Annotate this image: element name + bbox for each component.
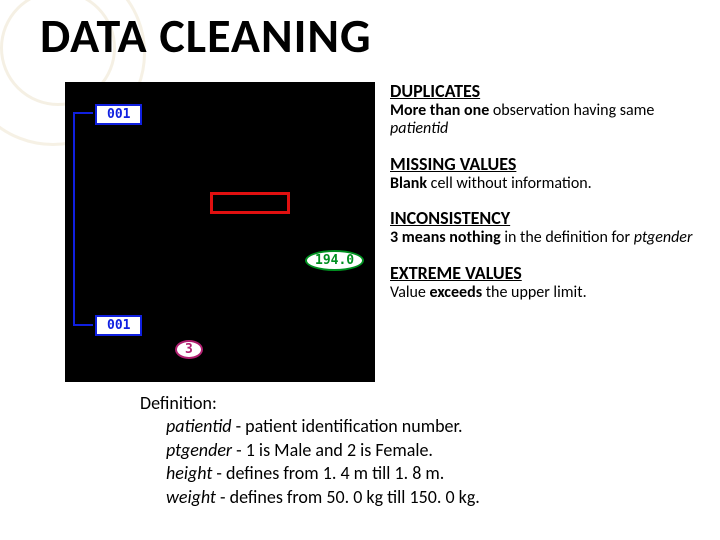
duplicate-id-top: 001	[95, 104, 142, 125]
inconsistent-value-highlight: 3	[175, 340, 203, 359]
inconsistency-desc: 3 means nothing in the definition for pt…	[390, 229, 710, 247]
slide-title: DATA CLEANING	[40, 6, 372, 65]
missing-heading: MISSING VALUES	[390, 153, 710, 175]
duplicates-heading: DUPLICATES	[390, 80, 710, 102]
definition-label: Definition:	[140, 392, 700, 415]
definition-line: ptgender - 1 is Male and 2 is Female.	[140, 439, 700, 462]
definition-line: weight - defines from 50. 0 kg till 150.…	[140, 486, 700, 509]
definition-line: height - defines from 1. 4 m till 1. 8 m…	[140, 462, 700, 485]
duplicate-connector-line	[73, 112, 93, 326]
missing-value-highlight	[210, 192, 290, 214]
extreme-heading: EXTREME VALUES	[390, 262, 710, 284]
extreme-desc: Value exceeds the upper limit.	[390, 284, 710, 302]
duplicates-desc: More than one observation having same pa…	[390, 102, 710, 139]
definition-block: Definition: patientid - patient identifi…	[140, 392, 700, 509]
extreme-value-highlight: 194.0	[305, 250, 364, 271]
duplicate-id-bottom: 001	[95, 315, 142, 336]
definition-line: patientid - patient identification numbe…	[140, 415, 700, 438]
missing-desc: Blank cell without information.	[390, 175, 710, 193]
inconsistency-heading: INCONSISTENCY	[390, 207, 710, 229]
explanations-column: DUPLICATES More than one observation hav…	[390, 80, 710, 316]
data-table-diagram: 001 001 194.0 3	[65, 82, 375, 382]
